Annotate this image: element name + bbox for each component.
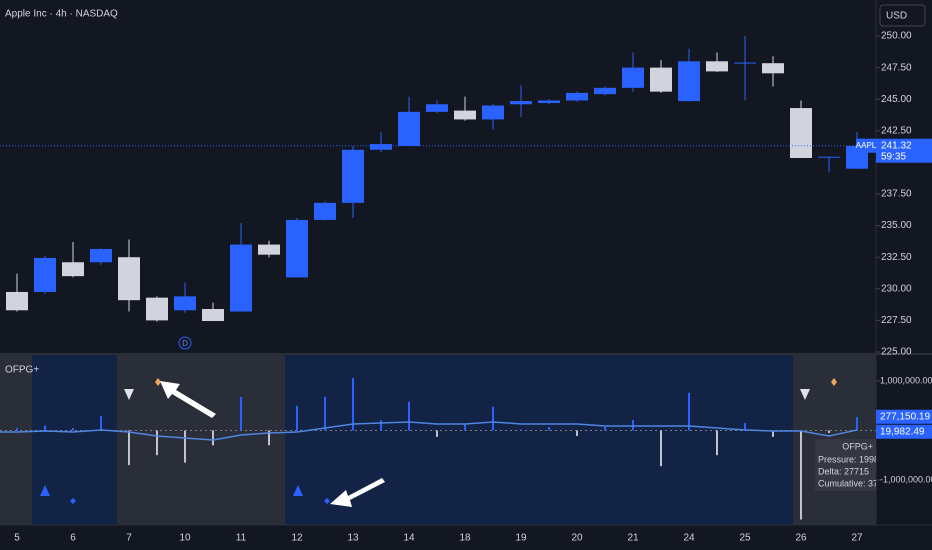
currency-label[interactable]: USD [886,11,907,22]
candle-body [566,92,588,101]
tooltip-line: Cumulative: 3736 [818,478,888,488]
x-tick-label: 21 [627,533,639,544]
x-tick-label: 25 [739,533,751,544]
candle-body [6,291,28,311]
candle-body [286,219,308,278]
y-tick-label: -1,000,000.00 [880,474,932,484]
signal-triangle [40,485,50,496]
candle-body [594,87,616,95]
candle-body [762,63,784,74]
candle-body [90,248,112,263]
cumulative-line [0,421,858,441]
candle-body [230,244,252,312]
candle-body [734,62,756,64]
countdown: 59:35 [881,151,906,162]
event-marker [178,336,192,350]
signal-diamond [324,498,330,504]
value-tag: 19,982.49 [880,426,925,437]
candle-body [454,110,476,120]
value-tag-bg [876,424,932,439]
signal-triangle [124,389,134,400]
candle-body [34,257,56,292]
x-tick-label: 11 [236,533,247,544]
candle-body [706,61,728,72]
candle-body [398,111,420,146]
candle-body [538,100,560,104]
signal-triangle [293,485,303,496]
y-tick-label: 237.50 [881,189,912,200]
x-tick-label: 19 [515,533,527,544]
x-tick-label: 6 [70,533,76,544]
x-tick-label: 12 [291,533,303,544]
y-tick-label: 247.50 [881,62,912,73]
candle-body [258,244,280,255]
y-tick-label: 242.50 [881,125,912,136]
candle-body [314,202,336,220]
y-tick-label: 250.00 [881,31,912,42]
signal-diamond [831,378,837,386]
event-label: D [182,339,188,348]
candle-body [146,297,168,321]
x-tick-label: 5 [14,533,20,544]
shaded-zone [0,355,32,525]
y-tick-label: 232.50 [881,252,912,263]
candle-body [482,105,504,120]
x-tick-label: 27 [851,533,863,544]
y-tick-label: 230.00 [881,283,912,294]
signal-diamond [70,498,76,504]
symbol-tag: AAPL [856,141,877,150]
candle-body [818,156,840,158]
tooltip-line: Pressure: 1998 [818,454,879,464]
candle-body [678,61,700,102]
x-tick-label: 13 [347,533,359,544]
candle-body [118,257,140,301]
annotation-arrow [330,478,385,507]
currency-button[interactable] [879,4,926,27]
candle-body [622,67,644,88]
x-tick-label: 18 [459,533,471,544]
symbol-tag-bg [856,138,876,153]
signal-diamond [155,378,161,386]
candle-body [174,296,196,311]
price-tag-bg [876,138,932,163]
tooltip-line: Delta: 27715 [818,466,869,476]
y-tick-label: 245.00 [881,94,912,105]
x-tick-label: 24 [683,533,695,544]
x-tick-label: 14 [403,533,415,544]
indicator-title: OFPG+ [5,365,39,376]
x-tick-label: 20 [571,533,583,544]
tooltip-bg [815,439,876,491]
signal-triangle [800,389,810,400]
price-tag: 241.32 [881,140,912,151]
annotation-arrow [160,381,216,418]
symbol-title: Apple Inc · 4h · NASDAQ [5,9,118,20]
y-tick-label: 1,000,000.00 [880,375,932,385]
value-tag: 277,150.19 [880,411,930,422]
tooltip-title: OFPG+ [842,441,873,451]
y-tick-label: 225.00 [881,347,912,358]
candle-body [510,101,532,105]
value-tag-bg [876,409,932,424]
candle-body [342,149,364,203]
candle-body [62,262,84,277]
candle-body [426,104,448,112]
candle-body [202,309,224,322]
y-tick-label: 235.00 [881,220,912,231]
y-tick-label: 227.50 [881,315,912,326]
x-tick-label: 10 [179,533,191,544]
x-tick-label: 26 [795,533,807,544]
candle-body [650,67,672,92]
candle-body [370,144,392,150]
shaded-zone [117,355,285,525]
x-tick-label: 7 [126,533,132,544]
candle-body [790,108,812,158]
